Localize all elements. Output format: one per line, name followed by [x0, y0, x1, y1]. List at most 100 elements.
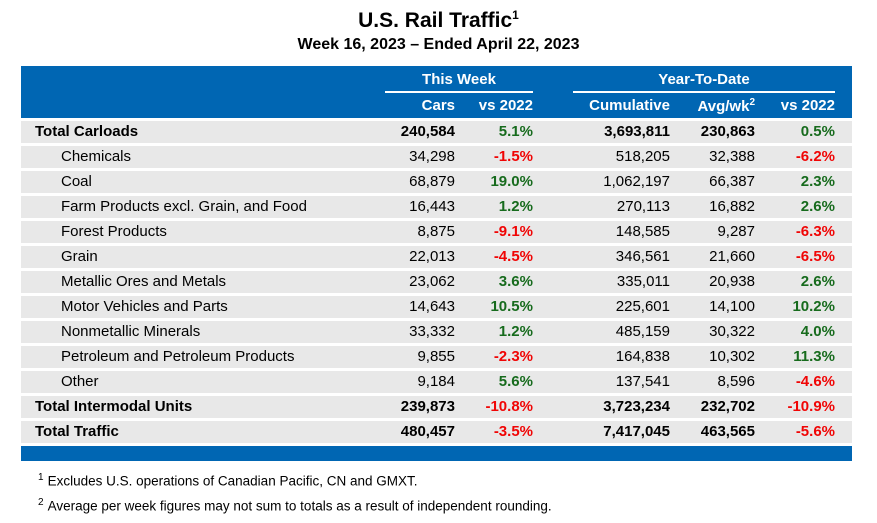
footnote-1-text: Excludes U.S. operations of Canadian Pac… [47, 473, 418, 489]
avg-per-week-value: 16,882 [709, 198, 755, 215]
page-title-text: U.S. Rail Traffic [358, 9, 513, 32]
table-row: Grain 22,013 -4.5% 346,561 21,660 -6.5% [21, 246, 852, 268]
ytd-vs-2022-value: -5.6% [795, 423, 835, 440]
footnotes: 1 Excludes U.S. operations of Canadian Pa… [38, 472, 552, 521]
avg-per-week-label: Avg/wk [697, 97, 750, 115]
column-header-avg-per-week: Avg/wk2 [670, 97, 755, 115]
cumulative-value: 164,838 [615, 348, 670, 365]
ytd-vs-2022-value: 2.6% [800, 273, 835, 290]
footnote-1-marker: 1 [38, 472, 44, 483]
commodity-label: Chemicals [61, 148, 132, 165]
column-group-row: This Week Year-To-Date [21, 66, 852, 93]
commodity-label: Nonmetallic Minerals [61, 323, 201, 340]
week-vs-2022-value: 1.2% [498, 323, 533, 340]
commodity-label: Farm Products excl. Grain, and Food [61, 198, 307, 215]
column-header-week-vs-2022: vs 2022 [478, 97, 533, 114]
commodity-label: Total Intermodal Units [35, 398, 193, 415]
commodity-label: Total Traffic [35, 423, 119, 440]
avg-per-week-value: 21,660 [709, 248, 755, 265]
week-vs-2022-value: 5.1% [498, 123, 533, 140]
avg-per-week-value: 8,596 [717, 373, 755, 390]
footnote-1: 1 Excludes U.S. operations of Canadian Pa… [38, 472, 552, 489]
cumulative-value: 225,601 [615, 298, 670, 315]
page-subtitle: Week 16, 2023 – Ended April 22, 2023 [297, 36, 580, 53]
table-row: Total Traffic 480,457 -3.5% 7,417,045 46… [21, 421, 852, 443]
avg-per-week-value: 30,322 [709, 323, 755, 340]
ytd-vs-2022-value: -6.3% [795, 223, 835, 240]
commodity-label: Metallic Ores and Metals [61, 273, 227, 290]
column-header-row: Cars vs 2022 Cumulative Avg/wk2 vs 2022 [21, 93, 852, 118]
cars-value: 23,062 [409, 273, 455, 290]
week-vs-2022-value: 3.6% [498, 273, 533, 290]
cumulative-value: 270,113 [616, 198, 670, 215]
cars-value: 239,873 [400, 398, 455, 415]
commodity-label: Total Carloads [35, 123, 139, 140]
week-vs-2022-value: 1.2% [498, 198, 533, 215]
cars-value: 9,855 [417, 348, 455, 365]
column-header-cumulative: Cumulative [589, 97, 670, 114]
table-bottom-bar [21, 446, 852, 461]
cumulative-value: 1,062,197 [603, 173, 670, 190]
cars-value: 9,184 [417, 373, 455, 390]
ytd-vs-2022-value: -10.9% [787, 398, 835, 415]
ytd-vs-2022-value: 4.0% [800, 323, 835, 340]
avg-per-week-value: 14,100 [709, 298, 755, 315]
week-vs-2022-value: 5.6% [498, 373, 533, 390]
week-vs-2022-value: -2.3% [493, 348, 533, 365]
table-body: Total Carloads 240,584 5.1% 3,693,811 23… [21, 121, 852, 443]
cars-value: 14,643 [409, 298, 455, 315]
ytd-vs-2022-value: 2.3% [800, 173, 835, 190]
avg-per-week-value: 20,938 [709, 273, 755, 290]
ytd-vs-2022-value: 2.6% [800, 198, 835, 215]
avg-per-week-value: 232,702 [700, 398, 755, 415]
week-vs-2022-value: -3.5% [493, 423, 533, 440]
page-title: U.S. Rail Traffic1 [0, 0, 877, 33]
week-vs-2022-value: -1.5% [493, 148, 533, 165]
avg-per-week-value: 9,287 [717, 223, 755, 240]
ytd-vs-2022-value: -6.2% [795, 148, 835, 165]
week-vs-2022-value: -4.5% [493, 248, 533, 265]
table-row: Motor Vehicles and Parts 14,643 10.5% 22… [21, 296, 852, 318]
week-vs-2022-value: 10.5% [490, 298, 533, 315]
table-row: Petroleum and Petroleum Products 9,855 -… [21, 346, 852, 368]
week-vs-2022-value: 19.0% [490, 173, 533, 190]
week-vs-2022-value: -10.8% [485, 398, 533, 415]
week-vs-2022-value: -9.1% [493, 223, 533, 240]
table-row: Total Intermodal Units 239,873 -10.8% 3,… [21, 396, 852, 418]
column-header-cars: Cars [421, 97, 455, 114]
cars-value: 480,457 [400, 423, 455, 440]
column-group-this-week: This Week [385, 71, 533, 93]
cumulative-value: 137,541 [615, 373, 670, 390]
cars-value: 22,013 [409, 248, 455, 265]
table-header: This Week Year-To-Date Cars vs 2022 Cumu… [21, 66, 852, 118]
rail-traffic-table: This Week Year-To-Date Cars vs 2022 Cumu… [21, 66, 852, 461]
table-row: Chemicals 34,298 -1.5% 518,205 32,388 -6… [21, 146, 852, 168]
commodity-label: Petroleum and Petroleum Products [61, 348, 295, 365]
table-row: Other 9,184 5.6% 137,541 8,596 -4.6% [21, 371, 852, 393]
table-row: Coal 68,879 19.0% 1,062,197 66,387 2.3% [21, 171, 852, 193]
footnote-2: 2 Average per week figures may not sum to… [38, 497, 552, 514]
table-row: Farm Products excl. Grain, and Food 16,4… [21, 196, 852, 218]
commodity-label: Motor Vehicles and Parts [61, 298, 228, 315]
cars-value: 33,332 [409, 323, 455, 340]
avg-per-week-value: 463,565 [700, 423, 755, 440]
ytd-vs-2022-value: -4.6% [795, 373, 835, 390]
commodity-label: Forest Products [61, 223, 167, 240]
cumulative-value: 518,205 [615, 148, 670, 165]
cumulative-value: 7,417,045 [603, 423, 670, 440]
ytd-vs-2022-value: 10.2% [792, 298, 835, 315]
table-row: Nonmetallic Minerals 33,332 1.2% 485,159… [21, 321, 852, 343]
ytd-vs-2022-value: 0.5% [800, 123, 835, 140]
cumulative-value: 346,561 [615, 248, 670, 265]
cars-value: 8,875 [417, 223, 455, 240]
avg-per-week-value: 10,302 [709, 348, 755, 365]
avgwk-footnote-marker: 2 [749, 96, 755, 108]
avg-per-week-value: 230,863 [700, 123, 755, 140]
cumulative-value: 485,159 [615, 323, 670, 340]
column-group-year-to-date: Year-To-Date [573, 71, 835, 93]
table-row: Total Carloads 240,584 5.1% 3,693,811 23… [21, 121, 852, 143]
ytd-vs-2022-value: -6.5% [795, 248, 835, 265]
commodity-label: Coal [61, 173, 92, 190]
commodity-label: Other [61, 373, 99, 390]
